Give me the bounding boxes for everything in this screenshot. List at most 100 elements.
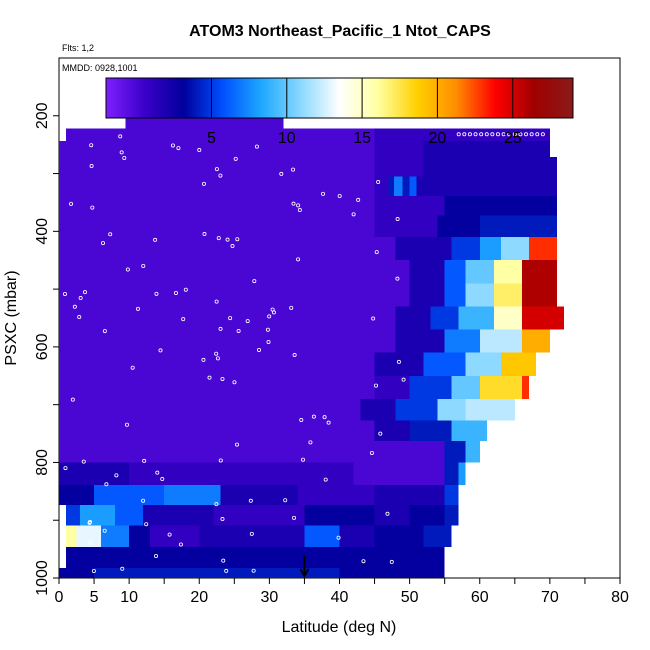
heatmap-cell (353, 462, 445, 485)
heatmap-cell (521, 329, 550, 353)
heatmap-cell (388, 176, 395, 196)
sample-marker (176, 146, 181, 151)
sample-marker (395, 217, 400, 222)
sample-marker (389, 559, 394, 564)
colorbar-tick-label: 25 (504, 130, 522, 147)
sample-marker (256, 347, 261, 352)
sample-marker (155, 470, 160, 475)
sample-marker (173, 290, 178, 295)
y-axis: 200 400 600 800 1000 (34, 102, 59, 596)
heatmap-cell (493, 283, 522, 307)
x-tick-label: 0 (55, 589, 64, 606)
x-tick-label: 40 (331, 589, 349, 606)
x-axis: 0 5 10 20 30 40 50 60 70 80 (55, 578, 629, 606)
sample-marker (216, 236, 221, 241)
sample-marker (142, 458, 147, 463)
sample-marker (119, 150, 124, 155)
sample-marker (69, 201, 74, 206)
sample-marker (214, 167, 219, 172)
x-tick-label: 30 (260, 589, 278, 606)
heatmap-cell (360, 398, 396, 421)
heatmap-cell (444, 462, 459, 485)
heatmap-cell (374, 440, 445, 463)
sample-marker (356, 197, 361, 202)
heatmap-cell (374, 157, 424, 177)
sample-marker (374, 250, 379, 255)
heatmap-cell (409, 420, 452, 441)
sample-marker (220, 517, 225, 522)
sample-marker (321, 191, 326, 196)
heatmap-cell (94, 567, 235, 578)
sample-marker (524, 132, 529, 137)
sample-marker (378, 431, 383, 436)
sample-marker (120, 566, 125, 571)
sample-marker (296, 203, 301, 208)
y-tick-label: 600 (34, 333, 51, 360)
sample-marker (153, 237, 158, 242)
heatmap-cell (66, 547, 445, 568)
heatmap-cell (59, 484, 95, 506)
sample-marker (170, 143, 175, 148)
sample-marker (72, 304, 77, 309)
heatmap-cell (76, 525, 102, 548)
sample-marker (254, 144, 259, 149)
heatmap-cell (500, 352, 536, 376)
sample-marker (323, 477, 328, 482)
sample-marker (114, 473, 119, 478)
sample-marker (535, 132, 540, 137)
heatmap-cell (66, 128, 375, 141)
sample-marker (141, 498, 146, 503)
sample-marker (197, 148, 202, 153)
sample-marker (267, 314, 272, 319)
heatmap-cell (66, 525, 77, 548)
heatmap-cell (115, 505, 144, 526)
sample-marker (297, 208, 302, 213)
sample-marker (104, 482, 109, 487)
sample-marker (77, 315, 82, 320)
sample-marker (376, 180, 381, 185)
sample-marker (490, 132, 495, 137)
heatmap-cell (129, 525, 151, 548)
sample-marker (467, 132, 472, 137)
heatmap-cell (395, 398, 438, 421)
sample-marker (118, 134, 123, 139)
sample-marker (249, 531, 254, 536)
colorbar-gradient (105, 77, 574, 119)
heatmap-cell (59, 567, 95, 578)
heatmap-cell (493, 260, 522, 284)
heatmap-cell (339, 567, 445, 578)
heatmap-cell (164, 484, 221, 506)
sample-marker (201, 181, 206, 186)
sample-marker (300, 457, 305, 462)
sample-marker (234, 442, 239, 447)
x-tick-label: 80 (611, 589, 629, 606)
sample-marker (337, 194, 342, 199)
heatmap-cell (59, 140, 375, 158)
sample-marker (207, 375, 212, 380)
heatmap-cell (59, 329, 396, 353)
y-tick-label: 400 (34, 218, 51, 245)
sample-marker (108, 232, 113, 237)
sample-marker (218, 458, 223, 463)
heatmap-cell (150, 525, 200, 548)
sample-marker (336, 535, 341, 540)
heatmap-cell (59, 195, 375, 216)
heatmap-cell (521, 260, 557, 284)
sample-marker (135, 306, 140, 311)
sample-marker (220, 376, 225, 381)
sample-marker (371, 316, 376, 321)
heatmap-cell (59, 157, 375, 177)
sample-marker (78, 296, 83, 301)
sample-marker (456, 132, 461, 137)
sample-marker (308, 440, 313, 445)
heatmap-cell (528, 237, 557, 261)
sample-marker (479, 132, 484, 137)
sample-marker (283, 498, 288, 503)
heatmap-cell (500, 237, 529, 261)
sample-marker (81, 459, 86, 464)
heatmap-cell (213, 505, 305, 526)
heatmap-cell (465, 352, 501, 376)
sample-marker (228, 316, 233, 321)
sample-marker (218, 326, 223, 331)
sample-marker (215, 356, 220, 361)
